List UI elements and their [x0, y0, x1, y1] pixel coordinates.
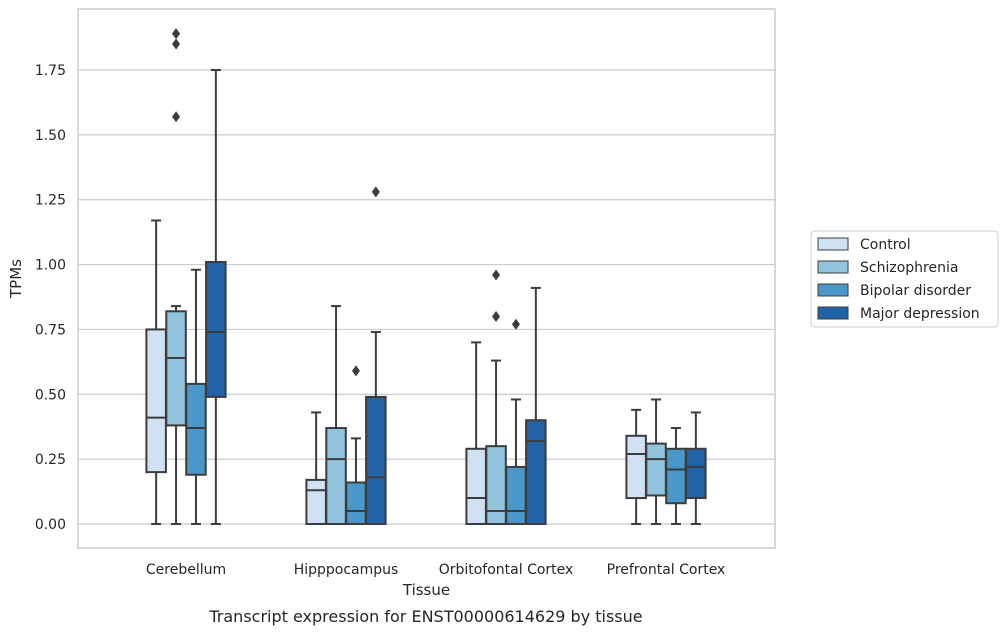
y-tick-label: 1.75 — [35, 63, 66, 79]
box-iqr — [465, 447, 487, 525]
box-iqr — [665, 447, 687, 505]
legend-frame — [810, 230, 999, 328]
box-bipolar-disorder — [505, 318, 527, 526]
box-major-depression — [365, 186, 387, 526]
box-iqr — [205, 260, 227, 398]
box-bipolar-disorder — [665, 427, 687, 525]
box-control — [305, 411, 327, 526]
y-tick-label: 1.50 — [35, 128, 66, 144]
x-axis-title: Tissue — [402, 581, 450, 599]
legend: Control Schizophrenia Bipolar disorder Majo… — [810, 230, 999, 328]
x-tick-label: Prefrontal Cortex — [607, 562, 726, 578]
y-tick-label: 0.25 — [35, 452, 66, 468]
outlier-point — [511, 318, 520, 330]
x-tick-label: Orbitofontal Cortex — [439, 562, 574, 578]
legend-swatch — [817, 283, 849, 297]
outlier-point — [351, 365, 360, 377]
chart-caption: Transcript expression for ENST0000061462… — [208, 607, 642, 626]
box-bipolar-disorder — [345, 365, 367, 525]
outlier-point — [172, 28, 181, 40]
box-control — [465, 341, 487, 525]
box-control — [625, 408, 647, 525]
box-schizophrenia — [485, 269, 507, 525]
outlier-point — [492, 269, 501, 281]
outlier-point — [371, 186, 380, 198]
y-tick-label: 0.50 — [35, 387, 66, 403]
box-iqr — [485, 445, 507, 525]
box-iqr — [645, 442, 667, 497]
y-tick-label: 1.00 — [35, 258, 66, 274]
box-schizophrenia — [165, 28, 187, 525]
box-iqr — [505, 465, 527, 526]
box-iqr — [305, 478, 327, 526]
box-iqr — [345, 481, 367, 525]
y-tick-label: 1.25 — [35, 193, 66, 209]
box-bipolar-disorder — [185, 268, 207, 525]
outlier-point — [492, 310, 501, 322]
y-tick-label: 0.75 — [35, 322, 66, 338]
box-control — [145, 219, 167, 525]
legend-swatch — [817, 260, 849, 274]
legend-swatch — [817, 306, 849, 320]
plot-area-frame — [77, 8, 776, 549]
outlier-point — [172, 38, 181, 50]
legend-swatch — [817, 237, 849, 251]
box-schizophrenia — [645, 398, 667, 525]
box-iqr — [685, 447, 707, 500]
x-tick-label: Hipppocampus — [294, 562, 399, 578]
box-iqr — [325, 427, 347, 525]
box-iqr — [185, 382, 207, 476]
box-iqr — [145, 328, 167, 474]
x-axis-ticks: Cerebellum Hipppocampus Orbitofontal Corte… — [146, 562, 725, 578]
outlier-point — [172, 111, 181, 123]
y-axis-title: TPMs — [7, 259, 25, 299]
box-iqr — [165, 310, 187, 427]
y-axis-ticks: 0.00 0.25 0.50 0.75 1.00 1.25 1.50 1.75 — [35, 63, 66, 533]
y-tick-label: 0.00 — [35, 517, 66, 533]
box-iqr — [525, 419, 547, 526]
legend-label: Control — [860, 237, 911, 253]
box-schizophrenia — [325, 305, 347, 525]
x-tick-label: Cerebellum — [146, 562, 226, 578]
box-major-depression — [685, 411, 707, 525]
box-major-depression — [525, 286, 547, 526]
legend-label: Major depression — [860, 306, 980, 322]
box-major-depression — [205, 69, 227, 525]
box-iqr — [365, 395, 387, 526]
legend-label: Bipolar disorder — [860, 283, 971, 299]
boxes — [145, 28, 707, 526]
box-iqr — [625, 434, 647, 500]
legend-label: Schizophrenia — [860, 260, 958, 276]
